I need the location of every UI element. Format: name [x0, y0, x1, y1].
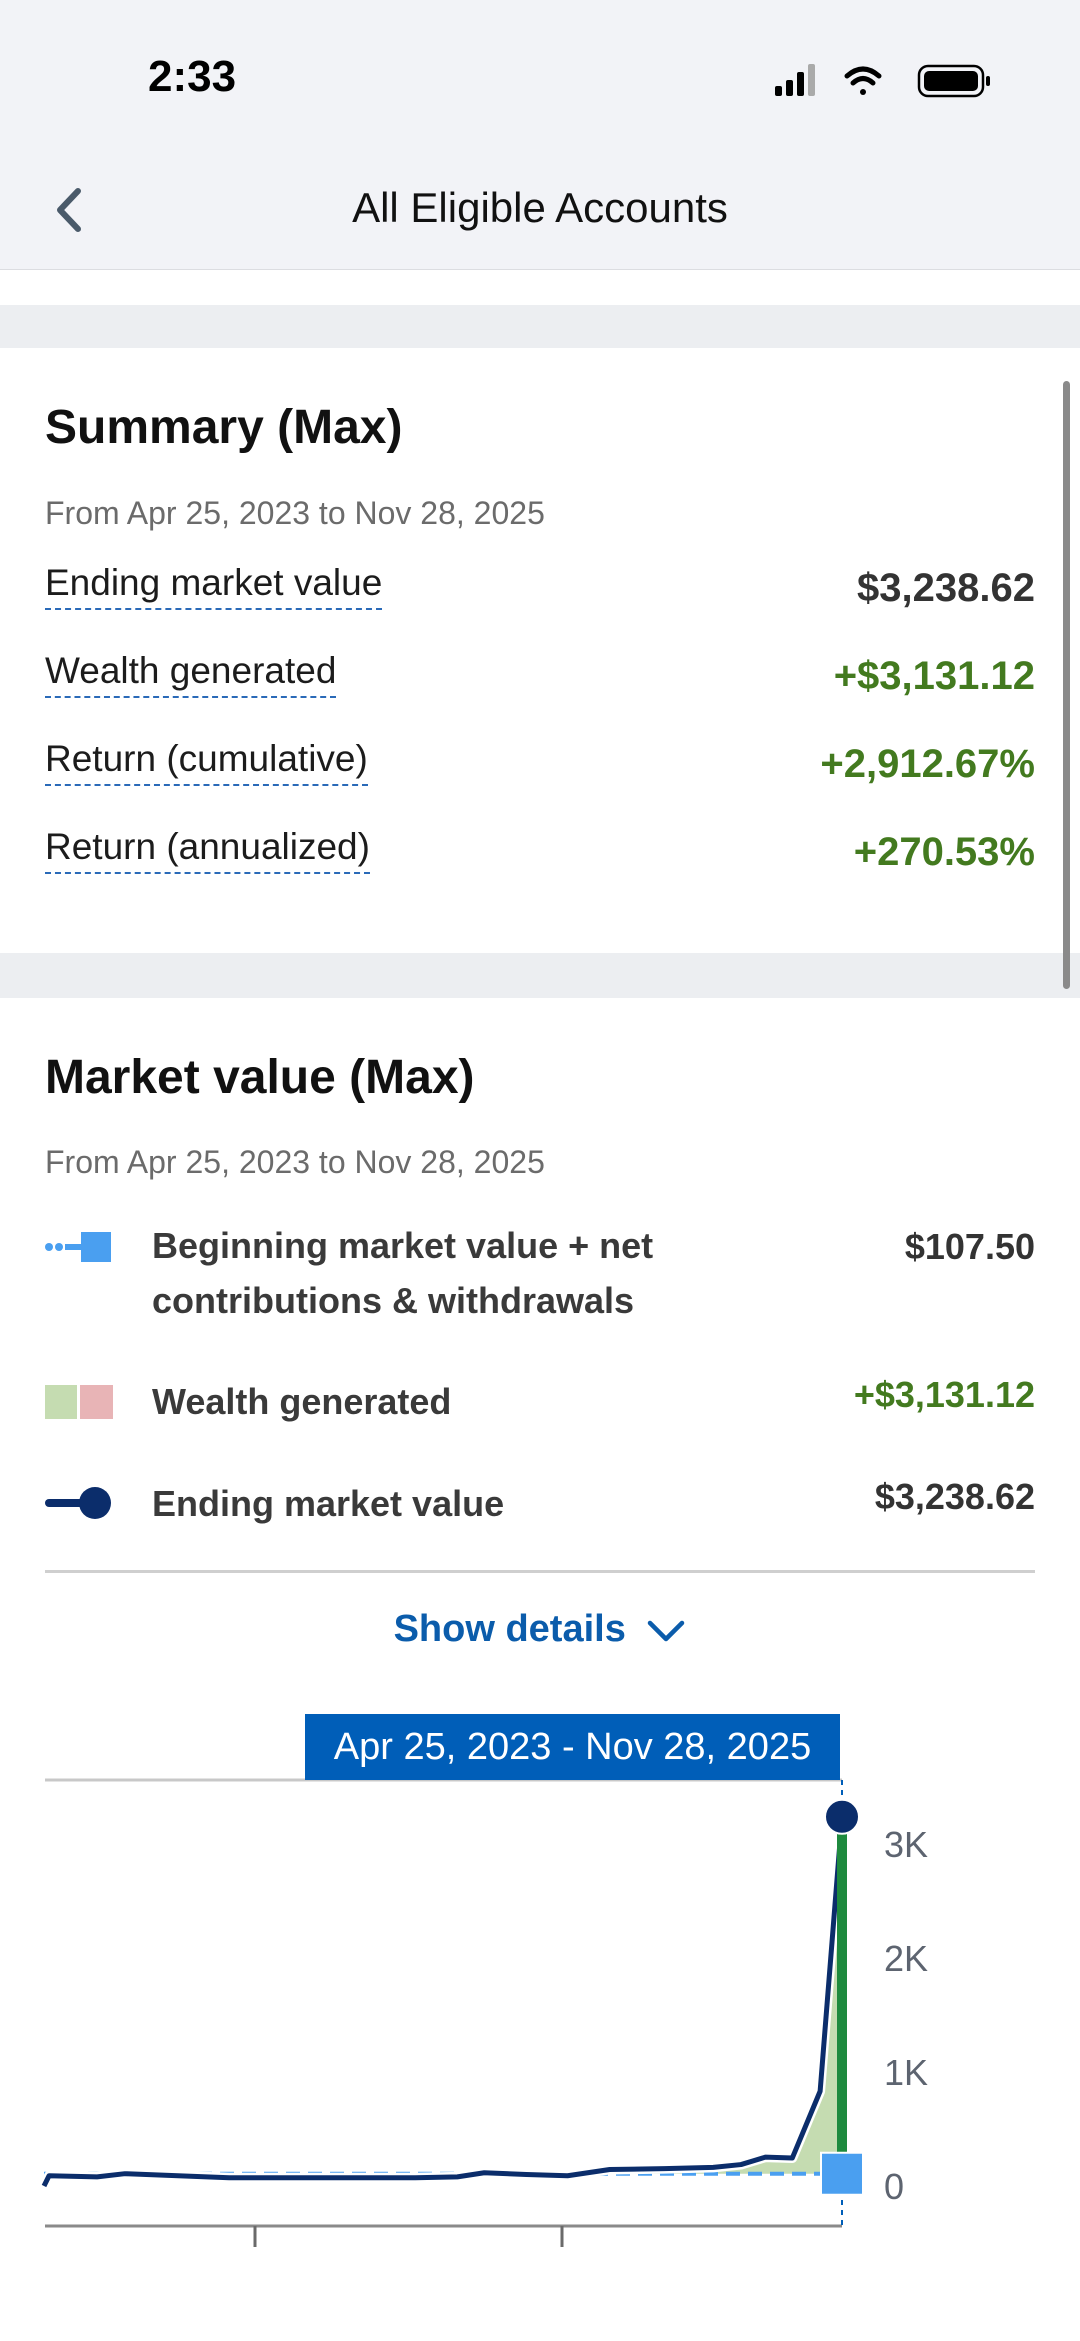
ending-market-value: $3,238.62 [857, 566, 1035, 610]
ending-value-line-halo [39, 1816, 847, 2189]
return-annualized-label[interactable]: Return (annualized) [45, 826, 370, 874]
status-bar [0, 0, 1080, 180]
show-details-button[interactable]: Show details [0, 1608, 1080, 1651]
return-annualized-value: +270.53% [853, 830, 1035, 874]
ending-value-legend-icon [45, 1487, 111, 1519]
wealth-generated-legend-value: +$3,131.12 [853, 1374, 1035, 1415]
beginning-value-marker [820, 2151, 864, 2196]
y-tick-label: 1K [884, 2052, 928, 2093]
wealth-generated-bar [837, 1816, 847, 2174]
summary-date-range: From Apr 25, 2023 to Nov 28, 2025 [45, 495, 545, 531]
chevron-down-icon [648, 1620, 685, 1642]
cellular-signal-icon [775, 64, 815, 96]
status-icons [775, 64, 990, 98]
beginning-value-legend-value: $107.50 [904, 1226, 1035, 1267]
beginning-value-legend-icon [45, 1232, 111, 1262]
nav-bar [0, 160, 1080, 270]
wifi-icon [844, 66, 882, 95]
market-value-title: Market value (Max) [45, 1051, 475, 1104]
y-tick-label: 2K [884, 1938, 928, 1979]
market-value-date-range: From Apr 25, 2023 to Nov 28, 2025 [45, 1144, 545, 1180]
beginning-value-legend-label: Beginning market value + net contributio… [152, 1218, 653, 1328]
section-gap [0, 953, 1080, 998]
y-tick-label: 0 [884, 2166, 904, 2207]
scrollbar[interactable] [1063, 381, 1070, 989]
wealth-generated-legend-label: Wealth generated [152, 1381, 452, 1422]
ending-value-marker [824, 1798, 860, 1835]
section-gap [0, 305, 1080, 348]
wealth-generated-area [44, 1816, 842, 2174]
wealth-generated-label[interactable]: Wealth generated [45, 650, 337, 698]
summary-title: Summary (Max) [45, 401, 403, 454]
chart-date-tooltip: Apr 25, 2023 - Nov 28, 2025 [305, 1714, 840, 1780]
y-tick-label: 3K [884, 1824, 928, 1865]
ending-value-legend-label: Ending market value [152, 1483, 505, 1524]
return-cumulative-value: +2,912.67% [820, 742, 1035, 786]
legend-label-line: contributions & withdrawals [152, 1280, 635, 1321]
ending-value-line [41, 1816, 845, 2188]
show-details-label: Show details [393, 1608, 626, 1650]
page-title: All Eligible Accounts [352, 184, 728, 231]
wealth-generated-value: +$3,131.12 [833, 654, 1035, 698]
market-value-chart[interactable]: 0 1K 2K 3K [0, 1700, 1080, 2300]
battery-icon [917, 64, 990, 98]
chevron-left-icon[interactable] [50, 185, 90, 235]
ending-value-legend-value: $3,238.62 [874, 1476, 1035, 1517]
divider [45, 1570, 1035, 1573]
wealth-generated-legend-icon [45, 1385, 113, 1419]
legend-label-line: Beginning market value + net [152, 1225, 654, 1266]
ending-market-value-label[interactable]: Ending market value [45, 562, 383, 610]
return-cumulative-label[interactable]: Return (cumulative) [45, 738, 368, 786]
status-time: 2:33 [148, 52, 237, 101]
